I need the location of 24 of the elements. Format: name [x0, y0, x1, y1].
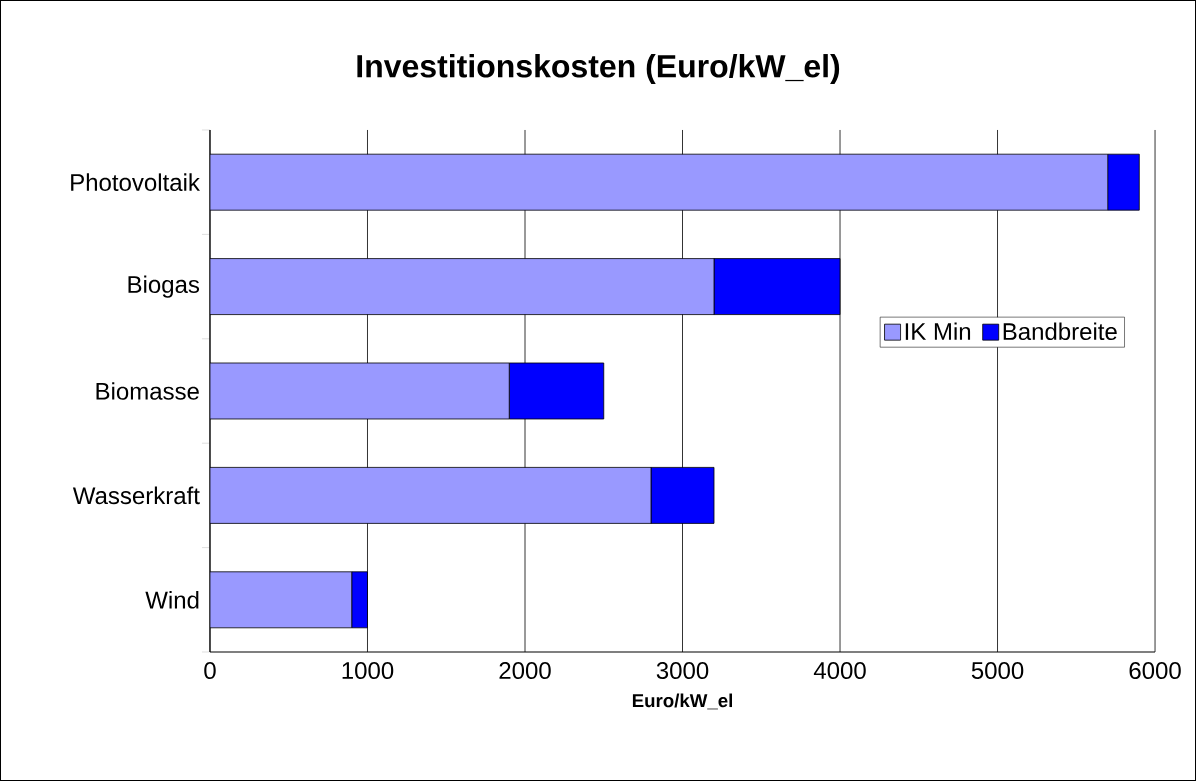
bar	[209, 362, 510, 420]
x-tick-label: 0	[204, 662, 216, 680]
y-tick-label: Biogas	[128, 275, 200, 298]
x-tick-label: 2000	[499, 662, 551, 680]
x-tick-label: 5000	[971, 662, 1024, 680]
x-tick-label: 3000	[656, 662, 709, 680]
chart-title: Investitionskosten (Euro/kW_el)	[357, 54, 840, 84]
bar	[209, 467, 652, 524]
x-tick-label: 6000	[1129, 662, 1181, 680]
y-tick-label: Wind	[145, 590, 199, 609]
x-axis-title: Euro/kW_el	[632, 693, 733, 710]
bar	[209, 153, 1109, 211]
y-tick-label: Biomasse	[96, 382, 199, 400]
x-tick-label: 1000	[342, 662, 394, 680]
x-tick-label: 4000	[813, 662, 866, 680]
y-tick-label: Wasserkraft	[72, 486, 200, 505]
bar	[209, 571, 353, 629]
legend-label: IK Min	[905, 322, 971, 340]
bar	[650, 467, 715, 524]
bar	[508, 362, 605, 420]
y-tick-label: Photovoltaik	[71, 173, 200, 191]
bar	[713, 258, 841, 315]
legend-label: Bandbreite	[1003, 322, 1117, 341]
bar	[209, 258, 715, 315]
